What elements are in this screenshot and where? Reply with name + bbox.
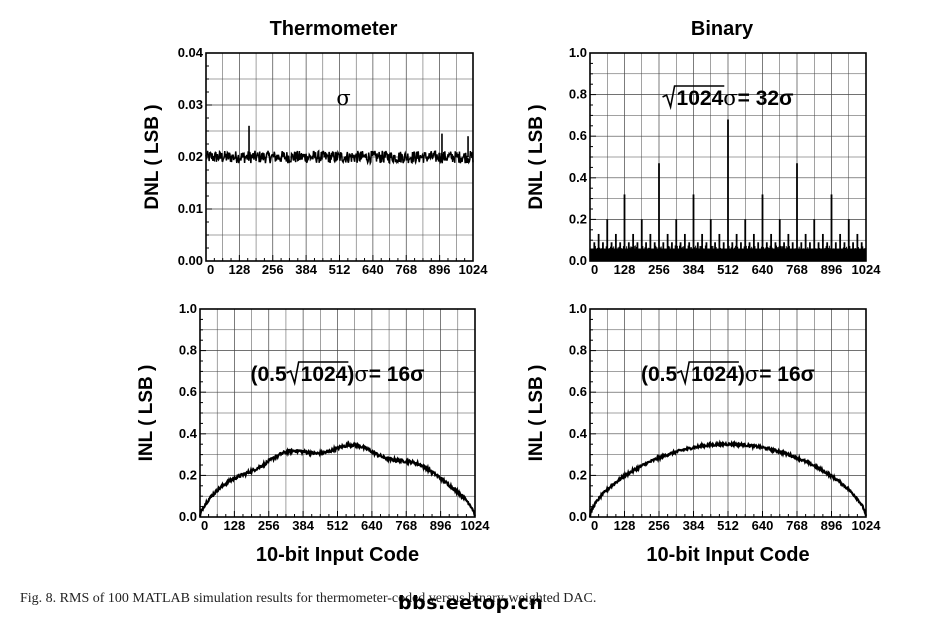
x-tick-label: 256: [262, 262, 284, 277]
x-tick-label: 768: [395, 518, 417, 533]
annotation-rhs: = 32σ: [738, 87, 794, 110]
annotation-sigma: σ: [745, 362, 759, 386]
y-tick-label: 0.2: [569, 211, 587, 226]
annotation-suffix: ): [347, 363, 354, 386]
x-tick-label: 384: [683, 262, 705, 277]
annotation-prefix: (0.5: [250, 363, 287, 386]
x-tick-label: 128: [614, 262, 636, 277]
x-tick-label: 1024: [852, 262, 882, 277]
x-tick-label: 128: [229, 262, 251, 277]
sigma-annotation: (0.5 1024) σ = 16σ: [641, 361, 815, 387]
x-tick-label: 640: [361, 518, 383, 533]
annotation-radicand: 1024: [301, 363, 348, 386]
x-tick-label: 512: [327, 518, 349, 533]
y-tick-label: 0.8: [179, 343, 197, 358]
chart-4: 0 128 256 384 512 640 768 896 1024 0.0 0.2 0.4 0.6 0.…: [526, 301, 881, 566]
radical-sign: [676, 361, 739, 387]
x-tick-label: 384: [295, 262, 317, 277]
x-tick-label: 384: [292, 518, 314, 533]
x-tick-label: 1024: [461, 518, 491, 533]
annotation-sigma: σ: [723, 86, 737, 110]
x-tick-label: 256: [258, 518, 280, 533]
sigma-annotation: σ: [336, 86, 350, 110]
chart-2: 0 128 256 384 512 640 768 896 1024 0.0 0.2 0.4 0.6 0.…: [526, 18, 881, 277]
x-tick-label: 512: [717, 518, 739, 533]
y-tick-label: 0.4: [569, 426, 588, 441]
inl-curve: [198, 440, 476, 517]
y-tick-label: 1.0: [179, 301, 197, 316]
x-tick-label: 384: [683, 518, 705, 533]
radical-sign: [662, 85, 725, 111]
y-tick-label: 0.00: [178, 253, 203, 268]
annotation-rhs: = 16σ: [369, 363, 425, 386]
sigma-annotation: (0.5 1024) σ = 16σ: [250, 361, 425, 387]
annotation-sigma: σ: [336, 86, 350, 110]
chart-3: 0 128 256 384 512 640 768 896 1024 0.0 0.2 0.4 0.6 0.…: [136, 301, 490, 566]
x-tick-label: 768: [786, 518, 808, 533]
x-tick-label: 256: [648, 262, 670, 277]
annotation-radicand: 1024: [691, 363, 738, 386]
x-tick-label: 256: [648, 518, 670, 533]
radical-sign: [286, 361, 349, 387]
x-tick-label: 768: [786, 262, 808, 277]
annotation-prefix: (0.5: [641, 363, 678, 386]
x-tick-label: 1024: [852, 518, 882, 533]
x-tick-label: 640: [752, 262, 774, 277]
y-tick-label: 1.0: [569, 45, 587, 60]
x-tick-label: 512: [717, 262, 739, 277]
y-tick-label: 0.4: [569, 170, 588, 185]
x-tick-label: 128: [614, 518, 636, 533]
y-tick-label: 0.0: [179, 509, 197, 524]
x-tick-label: 512: [329, 262, 351, 277]
dnl-trace: [205, 149, 474, 167]
x-tick-label: 896: [821, 518, 843, 533]
x-tick-label: 0: [591, 518, 598, 533]
annotation-radicand: 1024: [677, 87, 724, 110]
x-tick-label: 1024: [459, 262, 489, 277]
x-tick-label: 0: [591, 262, 598, 277]
x-tick-label: 0: [201, 518, 208, 533]
y-tick-label: 0.8: [569, 343, 587, 358]
y-tick-label: 0.2: [179, 467, 197, 482]
x-tick-label: 640: [752, 518, 774, 533]
x-tick-label: 896: [430, 518, 452, 533]
x-tick-label: 768: [395, 262, 417, 277]
y-tick-label: 0.0: [569, 509, 587, 524]
y-axis-label: INL ( LSB ): [136, 365, 157, 462]
y-tick-label: 1.0: [569, 301, 587, 316]
chart-title: Thermometer: [270, 18, 398, 40]
y-tick-label: 0.6: [569, 128, 587, 143]
y-tick-label: 0.4: [179, 426, 198, 441]
annotation-rhs: = 16σ: [759, 363, 815, 386]
y-tick-label: 0.8: [569, 87, 587, 102]
y-axis-label: INL ( LSB ): [526, 365, 547, 462]
x-tick-label: 896: [821, 262, 843, 277]
annotation-suffix: ): [738, 363, 745, 386]
sigma-annotation: 1024 σ = 32σ: [662, 85, 794, 111]
x-tick-label: 896: [429, 262, 451, 277]
figure-caption: Fig. 8. RMS of 100 MATLAB simulation res…: [20, 591, 597, 606]
y-tick-label: 0.2: [569, 467, 587, 482]
chart-title: Binary: [691, 18, 754, 40]
y-tick-label: 0.03: [178, 97, 203, 112]
x-tick-label: 128: [224, 518, 246, 533]
y-tick-label: 0.04: [178, 45, 204, 60]
x-tick-label: 640: [362, 262, 384, 277]
y-tick-label: 0.6: [569, 384, 587, 399]
y-tick-label: 0.0: [569, 253, 587, 268]
annotation-sigma: σ: [354, 362, 368, 386]
x-axis-label: 10-bit Input Code: [646, 544, 809, 566]
y-tick-label: 0.6: [179, 384, 197, 399]
inl-curve: [588, 439, 868, 518]
chart-1: 0 128 256 384 512 640 768 896 1024 0.00 0.01 0.02 0.…: [142, 18, 488, 277]
y-axis-label: DNL ( LSB ): [142, 104, 163, 209]
y-tick-label: 0.01: [178, 201, 203, 216]
y-axis-label: DNL ( LSB ): [526, 104, 547, 209]
x-tick-label: 0: [207, 262, 214, 277]
x-axis-label: 10-bit Input Code: [256, 544, 419, 566]
y-tick-label: 0.02: [178, 149, 203, 164]
watermark: bbs.eetop.cn: [398, 592, 544, 614]
